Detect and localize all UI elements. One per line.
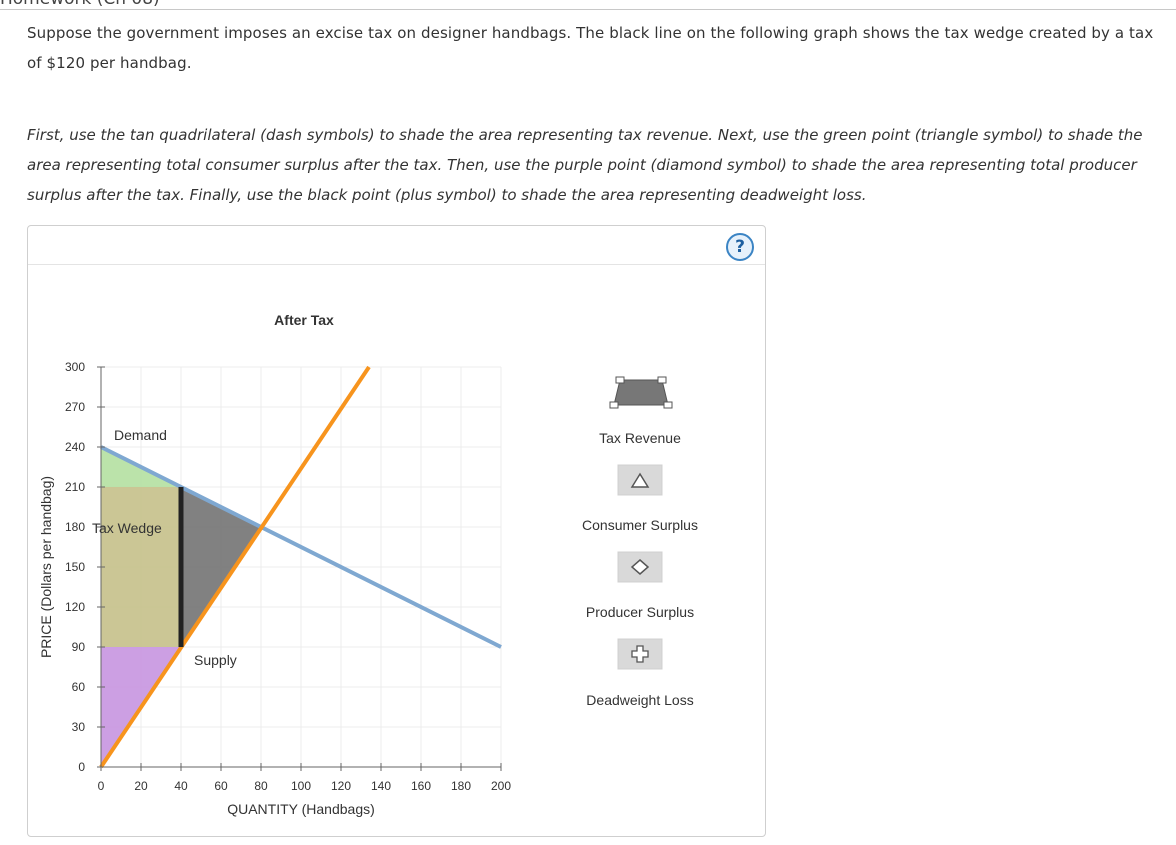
panel-topbar-divider <box>28 264 765 265</box>
deadweight-loss-label: Deadweight Loss <box>586 692 693 708</box>
producer-surplus-label: Producer Surplus <box>586 604 694 620</box>
tool-button-bg <box>617 638 663 670</box>
dash-handle-icon <box>615 376 625 384</box>
tax-revenue-label: Tax Revenue <box>599 430 681 446</box>
question-text: Suppose the government imposes an excise… <box>27 24 1154 72</box>
plus-icon <box>631 645 649 663</box>
quadrilateral-icon <box>613 379 669 406</box>
tax-revenue-tool[interactable] <box>609 376 673 409</box>
help-icon[interactable]: ? <box>726 233 754 261</box>
dash-handle-icon <box>609 401 619 409</box>
diamond-icon <box>630 559 650 575</box>
producer-surplus-tool[interactable] <box>617 551 663 583</box>
triangle-icon <box>630 472 650 488</box>
header-divider <box>0 9 1176 10</box>
deadweight-loss-tool[interactable] <box>617 638 663 670</box>
dash-handle-icon <box>657 376 667 384</box>
consumer-surplus-label: Consumer Surplus <box>582 517 698 533</box>
question-instructions: First, use the tan quadrilateral (dash s… <box>27 126 1143 204</box>
consumer-surplus-tool[interactable] <box>617 464 663 496</box>
legend-tools: Tax Revenue Consumer Surplus Producer Surp… <box>582 376 698 708</box>
page-header-title: Homework (Ch 08) <box>0 0 160 9</box>
dash-handle-icon <box>663 401 673 409</box>
